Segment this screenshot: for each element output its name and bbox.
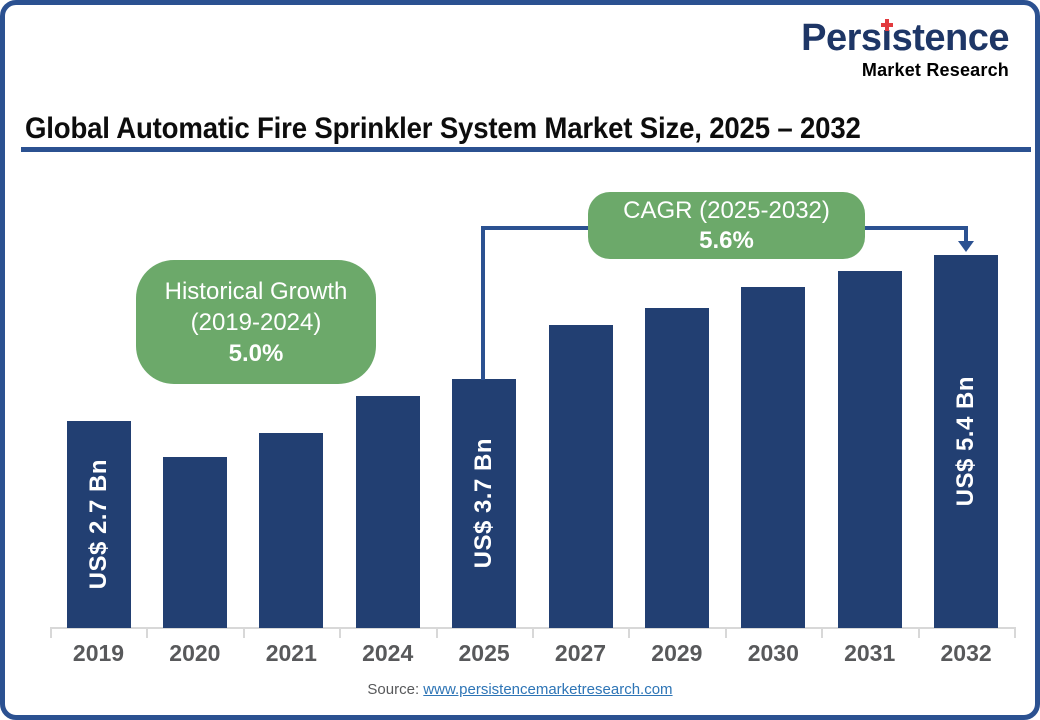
bar-2032: US$ 5.4 Bn [934,255,999,628]
x-axis-label-2032: 2032 [940,640,992,666]
axis-tick [146,629,149,638]
bar-2019: US$ 2.7 Bn [66,421,131,628]
source-note: Source: www.persistencemarketresearch.co… [5,681,1035,698]
axis-tick [532,629,534,638]
callout-cagr: CAGR (2025-2032) 5.6% [588,192,865,259]
logo-red-cross-icon [880,19,893,31]
bar-value-label-2032: US$ 5.4 Bn [952,376,980,507]
callout-historical-growth: Historical Growth (2019-2024) 5.0% [136,260,376,384]
cagr-rate: 5.6% [699,226,754,254]
axis-tick [242,629,245,638]
bar-2029 [644,308,709,628]
axis-tick [917,629,920,638]
bar-2031 [837,271,902,628]
title-underline [21,147,1031,152]
axis-tick [821,629,824,638]
x-axis-labels: 2019 2020 2021 2024 2025 2027 2029 2030 2031 2032 [50,640,1016,670]
axis-tick [435,629,438,638]
axis-tick [724,629,727,638]
source-link[interactable]: www.persistencemarketresearch.com [423,681,673,698]
connector-cagr-horizontal-right [865,226,968,230]
axis-tick [1014,629,1016,638]
cagr-line1: CAGR (2025-2032) [623,196,830,224]
x-axis-label-2024: 2024 [362,640,414,666]
bar-value-label-2019: US$ 2.7 Bn [84,459,112,590]
x-axis-label-2020: 2020 [169,640,221,666]
historical-growth-line1: Historical Growth [164,277,348,305]
x-axis-label-2030: 2030 [747,640,799,666]
connector-cagr-vertical-right [964,226,968,242]
x-axis-label-2031: 2031 [844,640,896,666]
logo-brand-pre: Pers [801,17,882,59]
x-axis-label-2027: 2027 [554,640,607,666]
bar-2020 [162,457,227,628]
historical-growth-line2: (2019-2024) [190,308,322,336]
x-axis-label-2021: 2021 [265,640,317,666]
x-axis-label-2025: 2025 [458,640,510,666]
logo-brand-i: ı [880,17,893,59]
logo-brand: Pers ıstence [801,17,1010,59]
arrow-down-icon [958,241,974,252]
bar-2024 [355,396,420,628]
bar-2027 [548,325,613,628]
bar-2025: US$ 3.7 Bn [452,379,517,628]
axis-tick [50,629,52,638]
bar-value-label-2025: US$ 3.7 Bn [470,438,498,569]
page-title: Global Automatic Fire Sprinkler System M… [25,112,861,145]
connector-cagr-horizontal-left [481,226,588,230]
bar-2021 [259,433,324,628]
logo-tagline: Market Research [861,60,1009,80]
logo: Pers ıstence Market Research [801,17,1010,80]
logo-brand-post: stence [891,17,1010,59]
x-axis-label-2029: 2029 [651,640,703,666]
axis-tick [339,629,342,638]
historical-growth-rate: 5.0% [228,339,284,367]
axis-baseline [50,627,1016,629]
bar-2030 [741,287,806,628]
plot-area: US$ 2.7 Bn US$ 3.7 Bn US$ 5.4 Bn [50,165,1016,638]
source-label: Source: [367,681,420,698]
connector-cagr-vertical-left [481,226,485,380]
axis-tick [628,629,631,638]
x-axis-label-2019: 2019 [72,640,125,666]
